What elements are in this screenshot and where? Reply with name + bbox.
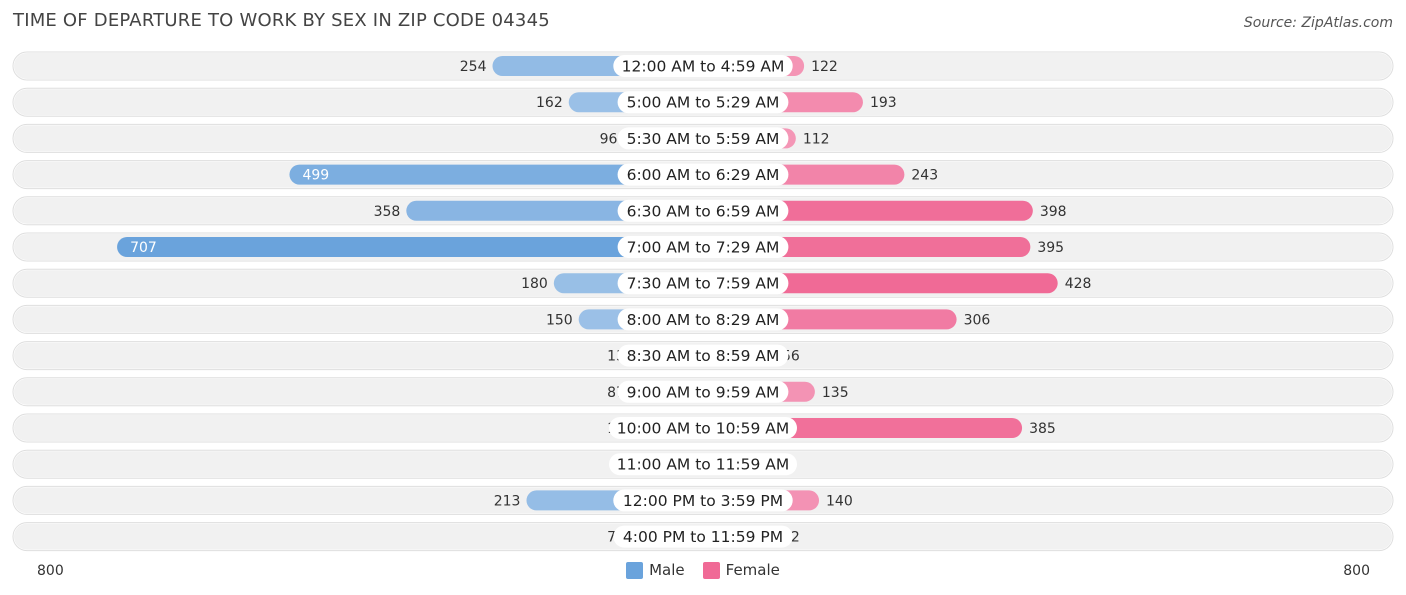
axis-right-label: 800 xyxy=(1343,563,1370,579)
category-pill xyxy=(617,199,789,222)
legend-label-male: Male xyxy=(649,561,685,579)
legend-item-female: Female xyxy=(702,561,780,579)
male-value-label: 150 xyxy=(546,312,573,328)
female-value-label: 243 xyxy=(911,168,938,184)
female-value-label: 385 xyxy=(1029,421,1056,437)
category-pill xyxy=(609,417,797,439)
female-value-label: 398 xyxy=(1040,204,1067,220)
female-value-label: 112 xyxy=(803,131,830,147)
category-pill xyxy=(609,453,797,476)
source-label: Source: ZipAtlas.com xyxy=(1243,15,1393,31)
female-value-label: 395 xyxy=(1037,240,1064,256)
category-label: 4:00 PM to 11:59 PM xyxy=(623,528,783,546)
category-pill xyxy=(617,380,789,403)
category-label: 12:00 PM to 3:59 PM xyxy=(623,492,783,510)
category-pill xyxy=(617,344,789,367)
category-pill xyxy=(617,236,789,258)
male-value-label: 180 xyxy=(521,276,548,292)
male-value-label: 254 xyxy=(460,59,487,75)
legend: Male Female xyxy=(0,561,1406,579)
category-label: 10:00 AM to 10:59 AM xyxy=(617,420,790,438)
category-label: 9:00 AM to 9:59 AM xyxy=(627,383,780,401)
male-value-label: 96 xyxy=(600,131,618,147)
category-label: 12:00 AM to 4:59 AM xyxy=(622,58,785,76)
chart-area: 254 122 12:00 AM to 4:59 AM 162 193 5:00 AM t… xyxy=(12,51,1394,552)
category-pill xyxy=(613,489,793,512)
category-label: 7:30 AM to 7:59 AM xyxy=(627,275,780,293)
male-value-label: 707 xyxy=(130,240,157,256)
category-pill xyxy=(617,272,789,295)
male-swatch-icon xyxy=(626,561,644,579)
female-value-label: 135 xyxy=(822,385,849,401)
male-bar xyxy=(117,237,714,257)
category-label: 5:00 AM to 5:29 AM xyxy=(627,94,780,112)
female-value-label: 428 xyxy=(1065,276,1092,292)
female-value-label: 193 xyxy=(870,95,897,111)
category-label: 7:00 AM to 7:29 AM xyxy=(627,239,780,257)
female-swatch-icon xyxy=(702,561,720,579)
male-value-label: 162 xyxy=(536,95,563,111)
female-value-label: 306 xyxy=(964,312,991,328)
female-value-label: 140 xyxy=(826,493,853,509)
category-pill xyxy=(617,91,789,114)
category-pill xyxy=(617,127,789,150)
legend-label-female: Female xyxy=(725,561,780,579)
chart-title: TIME OF DEPARTURE TO WORK BY SEX IN ZIP … xyxy=(13,10,550,31)
category-label: 5:30 AM to 5:59 AM xyxy=(627,130,780,148)
female-value-label: 122 xyxy=(811,59,838,75)
category-label: 6:30 AM to 6:59 AM xyxy=(627,202,780,220)
category-label: 6:00 AM to 6:29 AM xyxy=(627,166,780,184)
category-pill xyxy=(613,55,793,77)
legend-item-male: Male xyxy=(626,561,685,579)
male-value-label: 499 xyxy=(302,168,329,184)
category-label: 11:00 AM to 11:59 AM xyxy=(617,456,790,474)
male-value-label: 358 xyxy=(374,204,401,220)
category-label: 8:00 AM to 8:29 AM xyxy=(627,311,780,329)
male-value-label: 213 xyxy=(494,493,521,509)
category-label: 8:30 AM to 8:59 AM xyxy=(627,347,780,365)
male-bar xyxy=(289,164,713,185)
axis-left-label: 800 xyxy=(37,563,64,579)
category-pill xyxy=(617,163,789,186)
category-pill xyxy=(617,308,789,331)
category-pill xyxy=(613,525,793,548)
